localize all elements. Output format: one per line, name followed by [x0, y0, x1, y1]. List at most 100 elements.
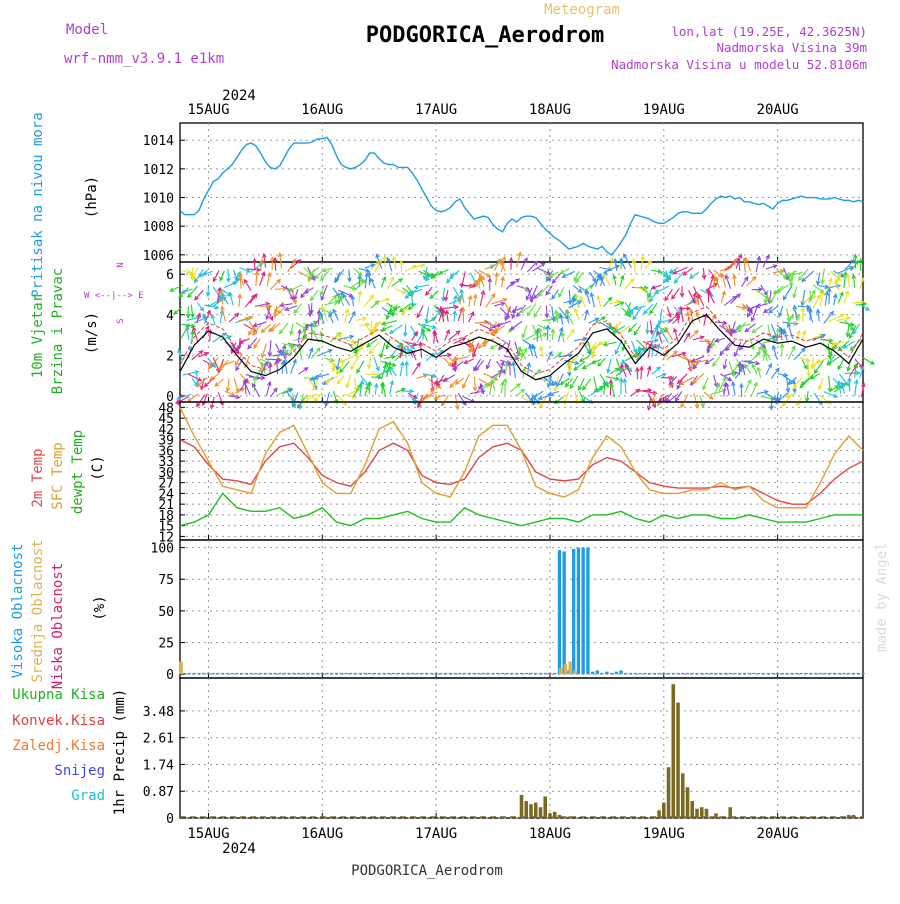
cloud-bar	[804, 673, 807, 674]
cloud-bar	[638, 673, 641, 674]
precip-bar	[662, 803, 666, 818]
cloud-bar	[202, 673, 205, 674]
cloud-ylabel-2: Srednja Oblacnost	[30, 539, 46, 682]
y-tick-label: 6	[166, 268, 174, 283]
wind-arrow	[604, 298, 612, 307]
panel-frame	[180, 123, 863, 262]
cloud-bar	[776, 673, 779, 674]
cloud-bar	[392, 673, 395, 674]
cloud-bar	[710, 673, 713, 674]
wind-arrow	[510, 384, 520, 392]
cloud-bar	[273, 673, 276, 674]
temp-ylabel-4: (C)	[90, 455, 106, 480]
wind-arrow	[195, 290, 203, 300]
wind-arrow	[270, 280, 280, 290]
precip-legend-item: Konvek.Kisa	[12, 713, 105, 729]
cloud-bar	[553, 673, 556, 674]
wind-arrow	[624, 254, 632, 268]
precip-legend-item: Zaledj.Kisa	[12, 738, 105, 754]
cloud-bar	[814, 673, 817, 674]
precip-bar	[534, 803, 538, 818]
cloud-bar	[335, 673, 338, 674]
precip-bar	[676, 703, 680, 818]
cloud-bar	[842, 673, 845, 674]
cloud-bar	[411, 673, 414, 674]
cloud-bar	[226, 673, 229, 674]
cloud-bar	[828, 673, 831, 674]
cloud-bar	[572, 549, 575, 674]
cloud-bar	[359, 673, 362, 674]
wind-arrow	[783, 286, 791, 300]
bottom-day-label: 17AUG	[415, 826, 457, 842]
wind-arrow	[188, 286, 198, 297]
wind-arrow	[245, 295, 255, 307]
panel-frame	[180, 402, 863, 540]
cloud-bar	[354, 673, 357, 674]
wind-arrow	[583, 379, 591, 390]
precip-legend: Ukupna KisaKonvek.KisaZaledj.KisaSnijegG…	[12, 687, 105, 804]
wind-arrow	[689, 331, 698, 340]
cloud-bar	[743, 673, 746, 674]
cloud-ylabel-3: Niska Oblacnost	[50, 563, 66, 689]
wind-arrow	[265, 359, 280, 360]
wind-arrow	[335, 269, 344, 282]
y-tick-label: 1008	[143, 220, 174, 235]
cloud-bar	[624, 673, 627, 674]
temp-ylabel-3: dewpt Temp	[70, 430, 86, 514]
wind-ylabel-2: Brzina i Pravac	[50, 268, 66, 394]
cloud-bar	[729, 673, 732, 674]
cloud-bar	[857, 673, 860, 674]
cloud-bar	[482, 673, 485, 674]
wind-arrow	[570, 376, 577, 388]
cloud-bar	[506, 673, 509, 674]
y-tick-label: 25	[158, 637, 174, 652]
y-tick-label: 0.87	[143, 785, 174, 800]
y-tick-label: 0	[166, 668, 174, 683]
cloud-bar	[378, 673, 381, 674]
cloud-bar	[316, 673, 319, 674]
wind-arrow	[720, 343, 730, 355]
cloud-bar	[458, 673, 461, 674]
precip-bar	[520, 795, 524, 818]
wind-arrow	[824, 312, 834, 324]
cloud-bar	[548, 673, 551, 674]
cloud-bar	[781, 673, 784, 674]
cloud-bar	[180, 662, 183, 675]
cloud-bar	[681, 673, 684, 674]
cloud-bar	[249, 673, 252, 674]
y-tick-label: 1012	[143, 163, 174, 178]
pressure-ylabel-1: Pritisak na nivou mora	[30, 112, 46, 297]
bottom-day-label: 16AUG	[301, 826, 343, 842]
wind-arrow	[621, 378, 622, 394]
wind-compass-we: W <--|--> E	[84, 291, 144, 301]
lonlat: lon,lat (19.25E, 42.3625N)	[671, 24, 867, 39]
bottom-day-label: 20AUG	[757, 826, 799, 842]
wind-arrow	[449, 331, 460, 340]
cloud-bar	[534, 673, 537, 674]
cloud-bar	[691, 673, 694, 674]
wind-arrow	[228, 269, 229, 282]
cloud-bar	[363, 673, 366, 674]
cloud-bar	[340, 673, 343, 674]
wind-arrow	[814, 393, 822, 405]
cloud-bar	[387, 673, 390, 674]
wind-arrow	[309, 267, 319, 275]
cloud-bar	[297, 673, 300, 674]
cloud-bar	[278, 673, 281, 674]
wind-arrow	[375, 370, 388, 378]
cloud-bar	[657, 673, 660, 674]
y-tick-label: 2.61	[143, 732, 174, 747]
precip-bar	[671, 684, 675, 818]
cloud-bar	[183, 673, 186, 674]
cloud-bar	[477, 673, 480, 674]
cloud-bar	[292, 673, 295, 674]
cloud-bar	[809, 673, 812, 674]
cloud-bar	[344, 673, 347, 674]
cloud-bar	[600, 673, 603, 674]
cloud-bar	[748, 673, 751, 674]
wind-arrow	[412, 363, 420, 375]
cloud-bar	[231, 673, 234, 674]
